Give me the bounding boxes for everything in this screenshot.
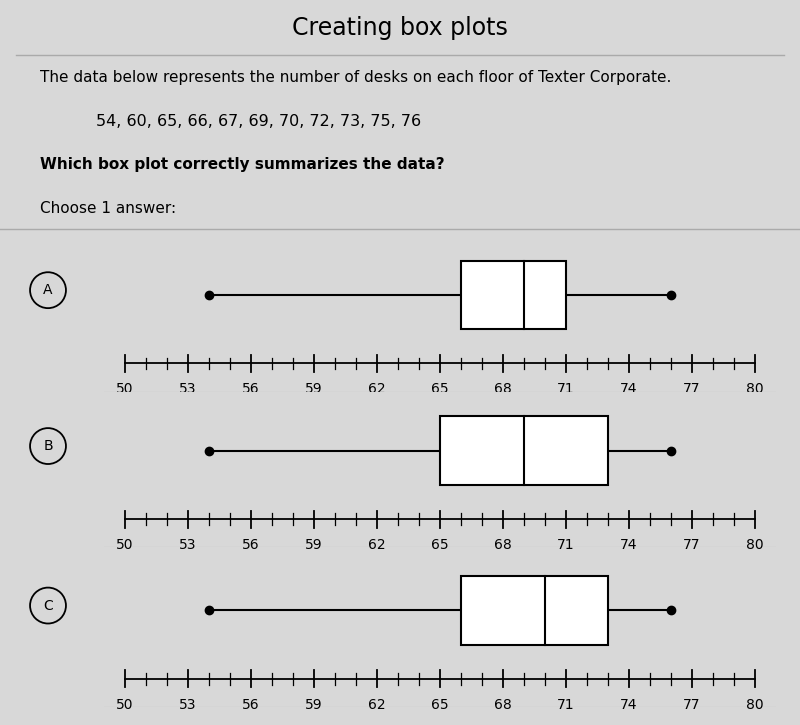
Text: 80: 80 xyxy=(746,538,764,552)
Text: 53: 53 xyxy=(179,382,197,396)
Text: 50: 50 xyxy=(116,697,134,711)
Text: The data below represents the number of desks on each floor of Texter Corporate.: The data below represents the number of … xyxy=(40,70,671,85)
Text: 80: 80 xyxy=(746,382,764,396)
Text: 80: 80 xyxy=(746,697,764,711)
Text: 59: 59 xyxy=(305,382,323,396)
Text: 54, 60, 65, 66, 67, 69, 70, 72, 73, 75, 76: 54, 60, 65, 66, 67, 69, 70, 72, 73, 75, … xyxy=(96,114,421,128)
Text: 59: 59 xyxy=(305,538,323,552)
Text: 62: 62 xyxy=(368,538,386,552)
Bar xyxy=(461,576,608,645)
Text: 50: 50 xyxy=(116,538,134,552)
Text: 74: 74 xyxy=(620,382,638,396)
Text: 71: 71 xyxy=(557,538,575,552)
Bar xyxy=(461,260,566,329)
Text: 71: 71 xyxy=(557,382,575,396)
Text: 56: 56 xyxy=(242,538,260,552)
Text: 65: 65 xyxy=(431,697,449,711)
Text: Choose 1 answer:: Choose 1 answer: xyxy=(40,201,176,215)
Text: 68: 68 xyxy=(494,382,512,396)
Text: 56: 56 xyxy=(242,697,260,711)
Text: 71: 71 xyxy=(557,697,575,711)
Text: 68: 68 xyxy=(494,538,512,552)
Text: 59: 59 xyxy=(305,697,323,711)
Text: 65: 65 xyxy=(431,382,449,396)
Text: 56: 56 xyxy=(242,382,260,396)
Text: 53: 53 xyxy=(179,538,197,552)
Text: 74: 74 xyxy=(620,697,638,711)
Text: 77: 77 xyxy=(683,697,701,711)
Text: Which box plot correctly summarizes the data?: Which box plot correctly summarizes the … xyxy=(40,157,445,172)
Text: 77: 77 xyxy=(683,382,701,396)
Text: A: A xyxy=(43,283,53,297)
Bar xyxy=(440,416,608,485)
Text: 53: 53 xyxy=(179,697,197,711)
Text: 65: 65 xyxy=(431,538,449,552)
Text: C: C xyxy=(43,599,53,613)
Text: 68: 68 xyxy=(494,697,512,711)
Text: 74: 74 xyxy=(620,538,638,552)
Text: 50: 50 xyxy=(116,382,134,396)
Text: 62: 62 xyxy=(368,382,386,396)
Text: Creating box plots: Creating box plots xyxy=(292,16,508,40)
Text: 77: 77 xyxy=(683,538,701,552)
Text: 62: 62 xyxy=(368,697,386,711)
Text: B: B xyxy=(43,439,53,453)
